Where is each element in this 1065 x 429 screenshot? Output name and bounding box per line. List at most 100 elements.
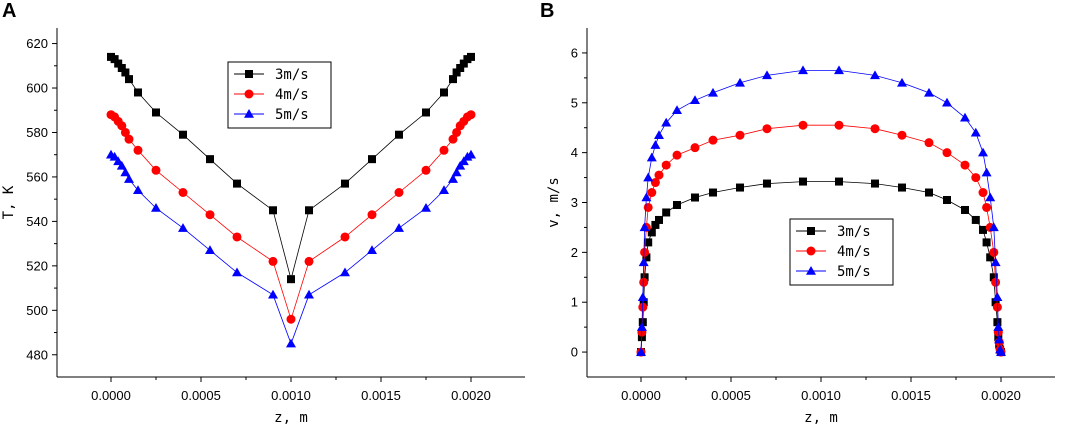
data-point (232, 267, 242, 277)
data-point (439, 185, 449, 195)
data-point (898, 183, 906, 192)
data-point (179, 130, 187, 139)
data-point (924, 138, 934, 148)
x-axis-title: z, m (274, 410, 308, 426)
data-point (993, 322, 1004, 331)
data-point (133, 185, 143, 195)
data-point (690, 143, 700, 153)
data-point (120, 167, 131, 177)
data-point (996, 347, 1006, 356)
data-point (268, 289, 278, 299)
data-point (452, 68, 461, 77)
data-point (870, 70, 880, 80)
data-point (639, 298, 648, 307)
data-point (455, 160, 466, 170)
data-point (134, 88, 142, 97)
data-point (672, 105, 682, 115)
legend-label: 3m/s (275, 67, 309, 83)
data-point (117, 121, 127, 131)
y-tick-label: 6 (571, 45, 578, 60)
x-tick-label: 0.0020 (981, 388, 1021, 403)
data-point (708, 87, 718, 97)
data-point (133, 145, 143, 155)
data-point (124, 134, 134, 144)
data-point (981, 167, 992, 177)
data-point (661, 117, 672, 127)
data-point (985, 192, 996, 202)
series-line (110, 114, 472, 321)
data-point (114, 59, 123, 68)
series-line (640, 70, 1002, 353)
legend-label: 3m/s (837, 224, 871, 240)
data-point (736, 183, 744, 192)
data-point (943, 196, 951, 205)
data-point (286, 338, 296, 348)
data-point (989, 273, 998, 282)
data-point (690, 95, 700, 105)
data-point (117, 64, 126, 73)
data-point (421, 165, 431, 175)
y-tick-label: 620 (26, 36, 48, 51)
data-point (897, 77, 907, 87)
data-point (655, 215, 663, 224)
data-point (647, 188, 657, 198)
data-point (960, 112, 970, 122)
data-point (205, 210, 215, 220)
data-point (989, 247, 999, 257)
data-point (305, 206, 313, 215)
data-point (448, 134, 458, 144)
data-point (798, 65, 808, 75)
data-point (395, 130, 403, 139)
data-point (439, 145, 449, 155)
data-point (992, 292, 1003, 301)
data-point (942, 148, 952, 158)
data-point (151, 203, 161, 212)
data-point (991, 277, 1001, 287)
legend-marker (244, 89, 254, 99)
data-point (986, 253, 995, 262)
y-tick-label: 5 (571, 95, 578, 110)
data-point (116, 160, 127, 170)
x-tick-label: 0.0020 (451, 388, 491, 403)
data-point (672, 150, 682, 160)
data-point (942, 97, 952, 107)
data-point (735, 77, 745, 87)
data-point (834, 120, 844, 130)
y-tick-label: 560 (26, 169, 48, 184)
data-point (735, 130, 745, 140)
y-tick-label: 480 (26, 347, 48, 362)
data-point (979, 225, 987, 234)
legend-marker (245, 70, 253, 78)
data-point (421, 203, 431, 212)
data-point (651, 220, 660, 229)
data-point (440, 88, 448, 97)
data-point (233, 179, 241, 188)
data-point (110, 55, 119, 64)
data-point (206, 155, 214, 164)
legend-marker (244, 109, 254, 118)
data-point (643, 172, 654, 182)
data-point (304, 289, 314, 299)
data-point (799, 177, 807, 186)
data-point (978, 147, 988, 157)
series-5m/s (106, 149, 476, 348)
data-point (368, 155, 376, 164)
data-point (232, 232, 242, 242)
data-point (960, 160, 970, 170)
data-point (654, 170, 664, 180)
y-tick-label: 3 (571, 195, 578, 210)
legend: 3m/s 4m/s 5m/s (227, 61, 332, 129)
data-point (925, 188, 933, 197)
data-point (121, 68, 130, 77)
data-point (452, 127, 462, 137)
x-tick-label: 0.0015 (361, 388, 401, 403)
data-point (467, 52, 475, 61)
legend-marker (806, 246, 816, 256)
data-point (178, 187, 188, 197)
data-point (340, 267, 350, 277)
x-tick-label: 0.0000 (91, 388, 131, 403)
data-point (643, 202, 653, 212)
data-point (982, 202, 992, 212)
data-point (449, 75, 457, 84)
